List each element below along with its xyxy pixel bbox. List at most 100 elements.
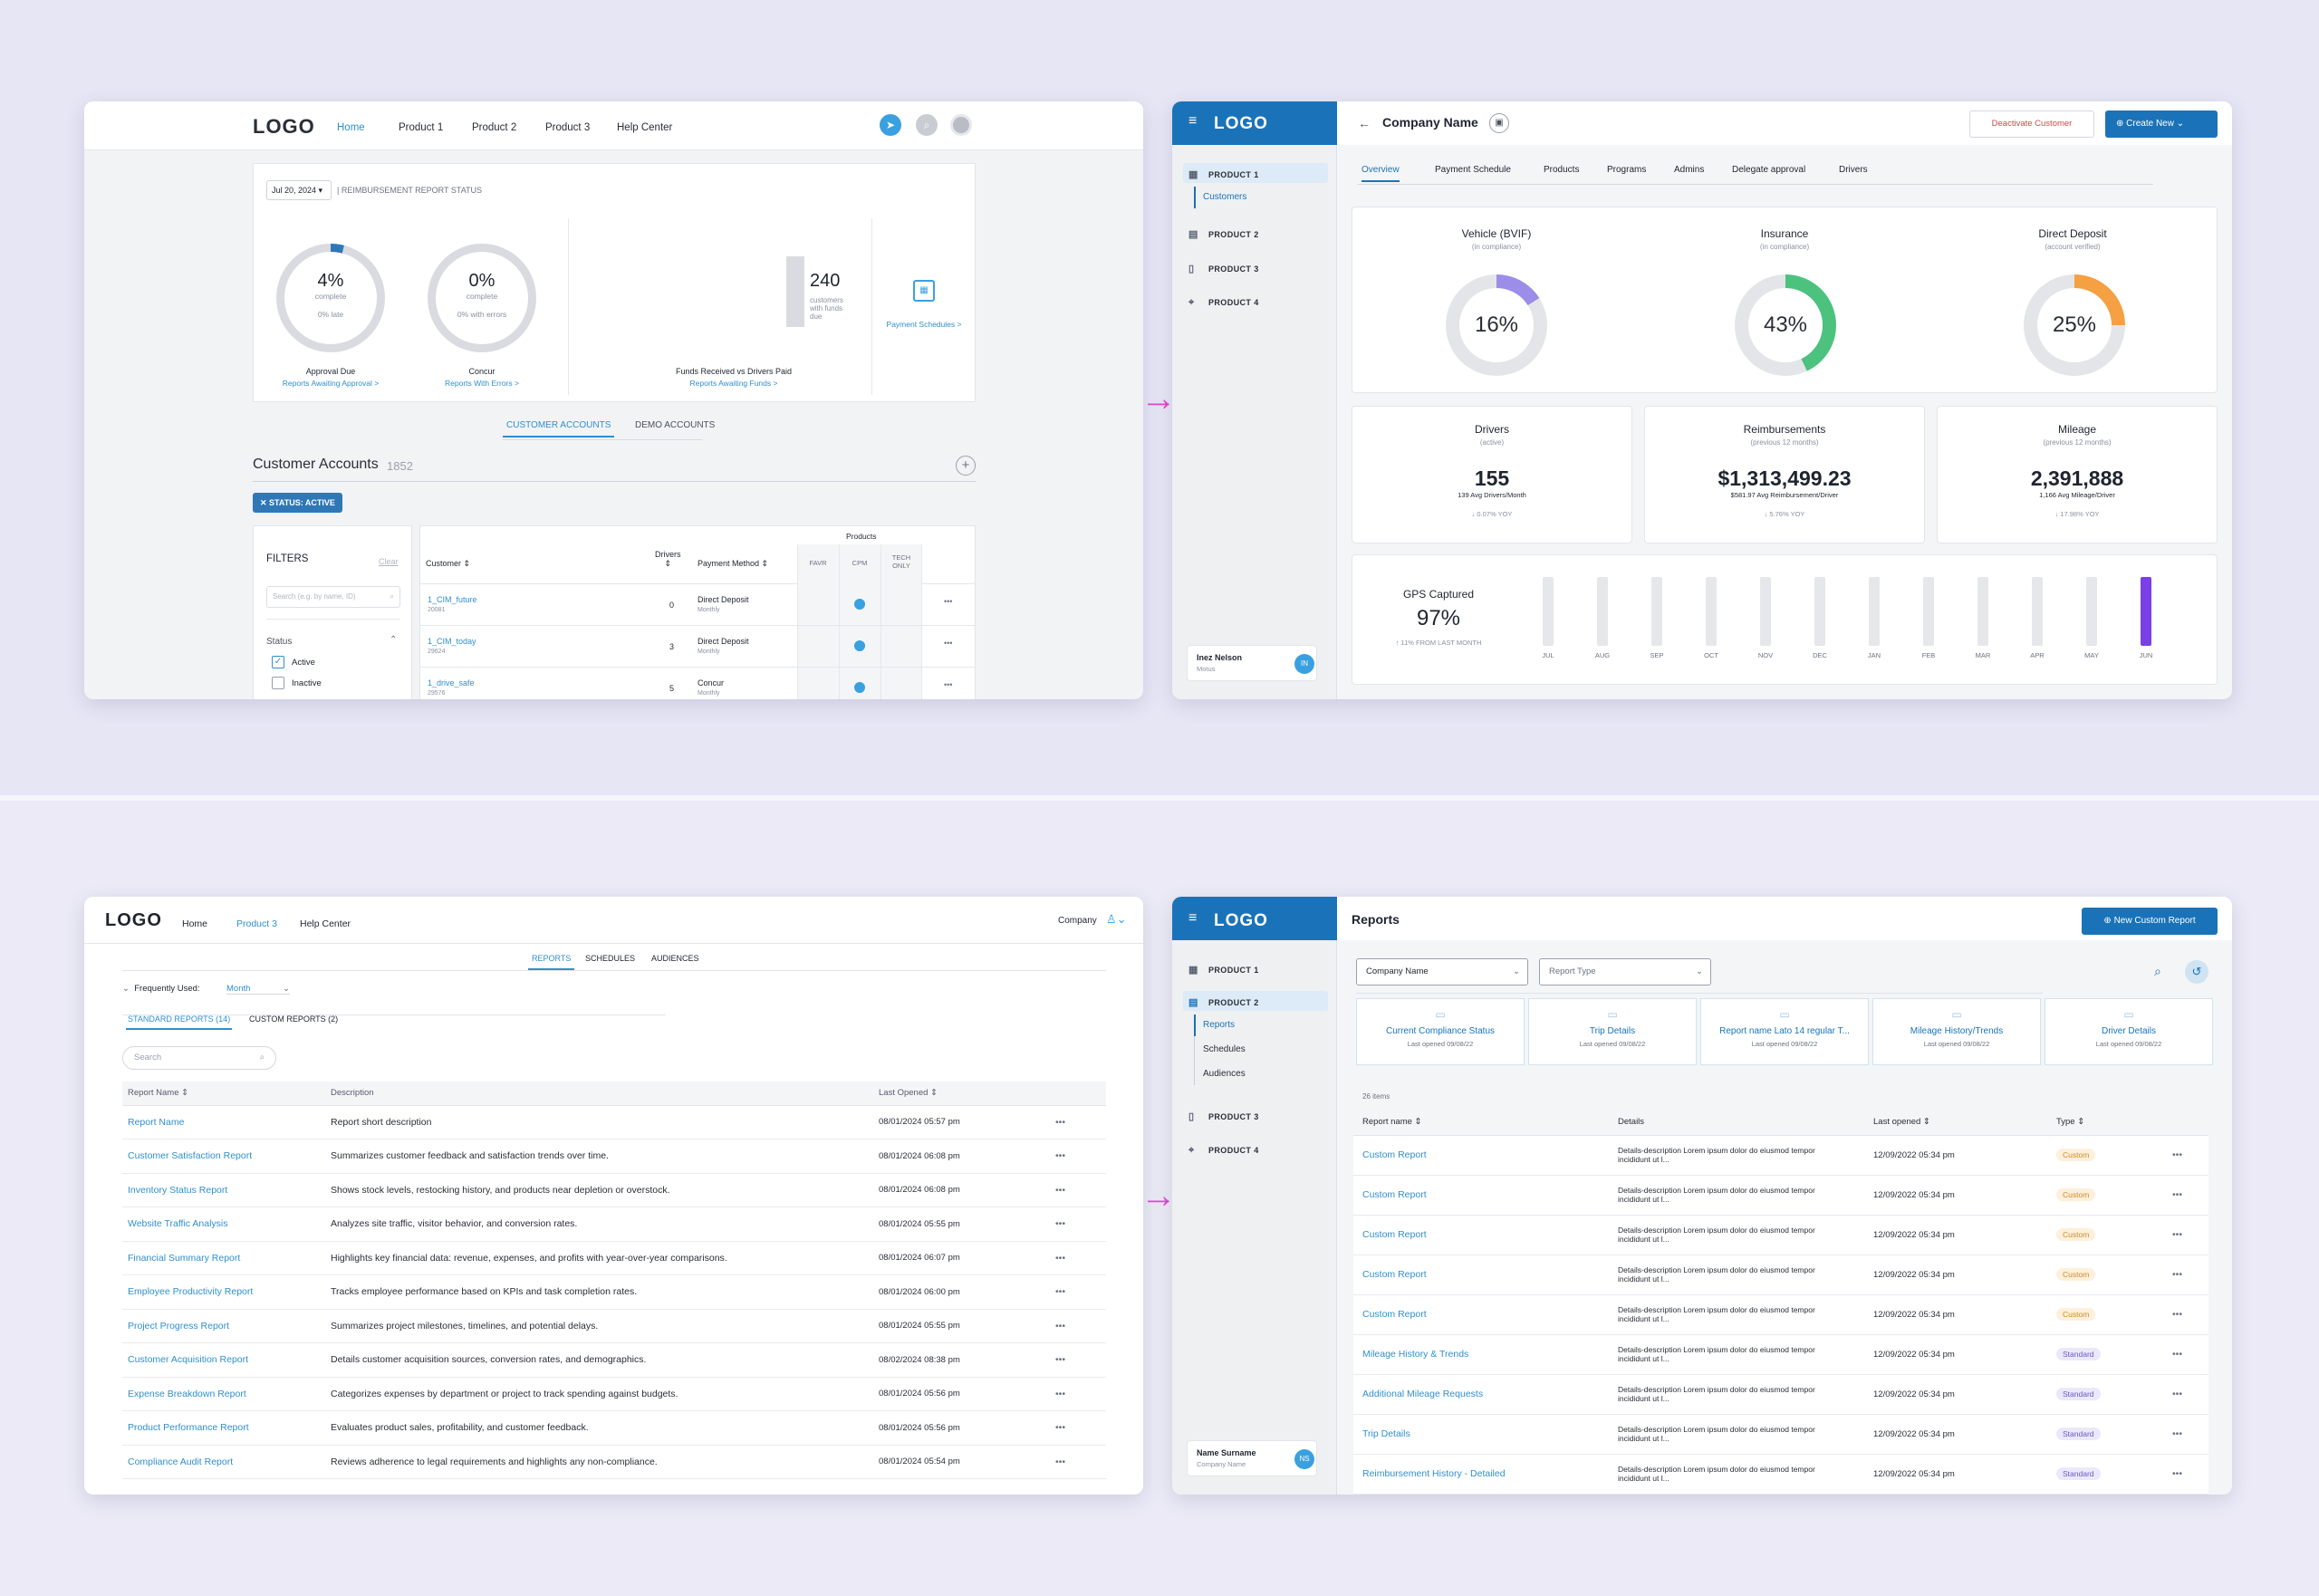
more-icon[interactable]: ••• (1043, 1309, 1106, 1343)
add-account-icon[interactable]: + (956, 456, 976, 476)
menu-icon[interactable]: ≡ (1188, 910, 1198, 926)
table-row[interactable]: Additional Mileage Requests Details-descr… (1353, 1374, 2208, 1415)
more-icon[interactable]: ••• (944, 597, 953, 606)
report-name-link[interactable]: Custom Report (1353, 1135, 1609, 1176)
active-checkbox[interactable]: ✓ (272, 656, 284, 668)
col-customer[interactable]: Customer ⇕ (426, 559, 471, 568)
table-row[interactable]: Customer Satisfaction Report Summarizes c… (122, 1139, 1106, 1174)
more-icon[interactable]: ••• (1043, 1274, 1106, 1310)
table-row[interactable]: Customer Acquisition Report Details custo… (122, 1342, 1106, 1378)
report-name-link[interactable]: Custom Report (1353, 1294, 1609, 1335)
filters-search-input[interactable]: Search (e.g. by name, ID) ⌕ (266, 586, 400, 608)
frequency-select[interactable]: Month ⌄ (226, 984, 290, 995)
more-icon[interactable]: ••• (1043, 1173, 1106, 1207)
nav-help-center[interactable]: Help Center (300, 918, 351, 929)
report-name-link[interactable]: Custom Report (1353, 1255, 1609, 1295)
sidebar-item-product-4[interactable]: ⌖ PRODUCT 4 (1188, 297, 1259, 309)
nav-product-1[interactable]: Product 1 (399, 122, 444, 133)
more-icon[interactable]: ••• (2163, 1294, 2208, 1335)
sidebar-item-product-2[interactable]: ▤ PRODUCT 2 (1188, 996, 1259, 1008)
nav-home[interactable]: Home (337, 122, 365, 133)
filters-clear-button[interactable]: Clear (379, 557, 399, 566)
report-name-link[interactable]: Project Progress Report (122, 1309, 325, 1343)
col-report-name[interactable]: Report name ⇕ (1353, 1110, 1609, 1136)
inactive-checkbox[interactable] (272, 677, 284, 689)
company-select[interactable]: Company Name ⌄ (1356, 958, 1528, 985)
tab-drivers[interactable]: Drivers (1839, 165, 1868, 175)
table-row[interactable]: Custom Report Details-description Lorem i… (1353, 1135, 2208, 1176)
report-name-link[interactable]: Employee Productivity Report (122, 1274, 325, 1310)
id-card-icon[interactable]: ▣ (1489, 113, 1509, 133)
table-row[interactable]: Report Name Report short description 08/01… (122, 1105, 1106, 1139)
customer-name[interactable]: 1_CIM_future (428, 595, 477, 604)
table-row[interactable]: Website Traffic Analysis Analyzes site tr… (122, 1207, 1106, 1242)
search-input[interactable]: Search ⌕ (122, 1046, 276, 1070)
report-name-link[interactable]: Additional Mileage Requests (1353, 1374, 1609, 1415)
deactivate-customer-button[interactable]: Deactivate Customer (1969, 111, 2094, 138)
sidebar-item-schedules[interactable]: Schedules (1203, 1044, 1246, 1054)
tab-schedules[interactable]: SCHEDULES (585, 954, 636, 963)
sidebar-item-product-2[interactable]: ▤ PRODUCT 2 (1188, 228, 1259, 240)
report-name-link[interactable]: Trip Details (1353, 1414, 1609, 1455)
col-last-opened[interactable]: Last opened ⇕ (1864, 1110, 2047, 1136)
table-row[interactable]: Reimbursement History - Detailed Details-… (1353, 1454, 2208, 1495)
tab-admins[interactable]: Admins (1674, 165, 1705, 175)
more-icon[interactable]: ••• (1043, 1139, 1106, 1174)
quick-report-card[interactable]: ▭ Mileage History/Trends Last opened 09/08… (1872, 998, 2041, 1065)
nav-product-3[interactable]: Product 3 (545, 122, 591, 133)
table-row[interactable]: Mileage History & Trends Details-descript… (1353, 1334, 2208, 1375)
search-icon[interactable]: ⌕ (916, 114, 938, 136)
more-icon[interactable]: ••• (1043, 1445, 1106, 1479)
customer-name[interactable]: 1_CIM_today (428, 637, 476, 646)
report-name-link[interactable]: Compliance Audit Report (122, 1445, 325, 1479)
table-row[interactable]: Employee Productivity Report Tracks emplo… (122, 1274, 1106, 1310)
more-icon[interactable]: ••• (1043, 1377, 1106, 1411)
user-card[interactable]: Inez Nelson Motus IN (1187, 645, 1317, 681)
sidebar-item-customers[interactable]: Customers (1203, 192, 1247, 202)
table-row[interactable]: Project Progress Report Summarizes projec… (122, 1309, 1106, 1343)
report-name-link[interactable]: Customer Satisfaction Report (122, 1139, 325, 1174)
col-type[interactable]: Type ⇕ (2047, 1110, 2163, 1136)
status-chip[interactable]: ✕ STATUS: ACTIVE (253, 493, 342, 513)
more-icon[interactable]: ••• (2163, 1454, 2208, 1495)
history-icon[interactable]: ↺ (2185, 960, 2208, 984)
nav-product-2[interactable]: Product 2 (472, 122, 517, 133)
quick-report-card[interactable]: ▭ Report name Lato 14 regular T... Last op… (1700, 998, 1869, 1065)
sidebar-item-product-1[interactable]: ▦ PRODUCT 1 (1188, 168, 1259, 180)
more-icon[interactable]: ••• (944, 639, 953, 648)
report-name-link[interactable]: Custom Report (1353, 1215, 1609, 1255)
sidebar-item-product-1[interactable]: ▦ PRODUCT 1 (1188, 964, 1259, 976)
report-name-link[interactable]: Customer Acquisition Report (122, 1342, 325, 1378)
tab-demo-accounts[interactable]: DEMO ACCOUNTS (635, 420, 716, 430)
chevron-up-icon[interactable]: ⌃ (390, 635, 398, 645)
table-row[interactable]: Trip Details Details-description Lorem ip… (1353, 1414, 2208, 1455)
send-icon[interactable]: ➤ (880, 114, 901, 136)
table-row[interactable]: Product Performance Report Evaluates prod… (122, 1410, 1106, 1446)
report-type-select[interactable]: Report Type ⌄ (1539, 958, 1711, 985)
payment-schedules-link[interactable]: Payment Schedules > (886, 320, 962, 329)
report-name-link[interactable]: Mileage History & Trends (1353, 1334, 1609, 1375)
report-name-link[interactable]: Reimbursement History - Detailed (1353, 1454, 1609, 1495)
report-name-link[interactable]: Expense Breakdown Report (122, 1377, 325, 1411)
tab-products[interactable]: Products (1544, 165, 1580, 175)
table-row[interactable]: Financial Summary Report Highlights key f… (122, 1241, 1106, 1275)
tab-programs[interactable]: Programs (1607, 165, 1647, 175)
sidebar-item-product-3[interactable]: ▯ PRODUCT 3 (1188, 1110, 1259, 1122)
table-row[interactable]: Compliance Audit Report Reviews adherence… (122, 1445, 1106, 1479)
table-row[interactable]: Custom Report Details-description Lorem i… (1353, 1215, 2208, 1255)
more-icon[interactable]: ••• (1043, 1207, 1106, 1242)
table-row[interactable]: Expense Breakdown Report Categorizes expe… (122, 1377, 1106, 1411)
table-row[interactable]: 1_CIM_today 29624 3 Direct Deposit Month… (420, 626, 975, 668)
report-name-link[interactable]: Custom Report (1353, 1175, 1609, 1216)
more-icon[interactable]: ••• (2163, 1334, 2208, 1375)
calendar-icon[interactable]: ▦ (913, 280, 935, 302)
report-name-link[interactable]: Financial Summary Report (122, 1241, 325, 1275)
nav-help-center[interactable]: Help Center (617, 122, 673, 133)
table-row[interactable]: Custom Report Details-description Lorem i… (1353, 1294, 2208, 1335)
more-icon[interactable]: ••• (1043, 1342, 1106, 1378)
nav-product-3[interactable]: Product 3 (236, 918, 277, 929)
date-select[interactable]: Jul 20, 2024 ▾ (266, 180, 332, 200)
more-icon[interactable]: ••• (2163, 1175, 2208, 1216)
company-label[interactable]: Company (1058, 916, 1097, 926)
more-icon[interactable]: ••• (2163, 1414, 2208, 1455)
